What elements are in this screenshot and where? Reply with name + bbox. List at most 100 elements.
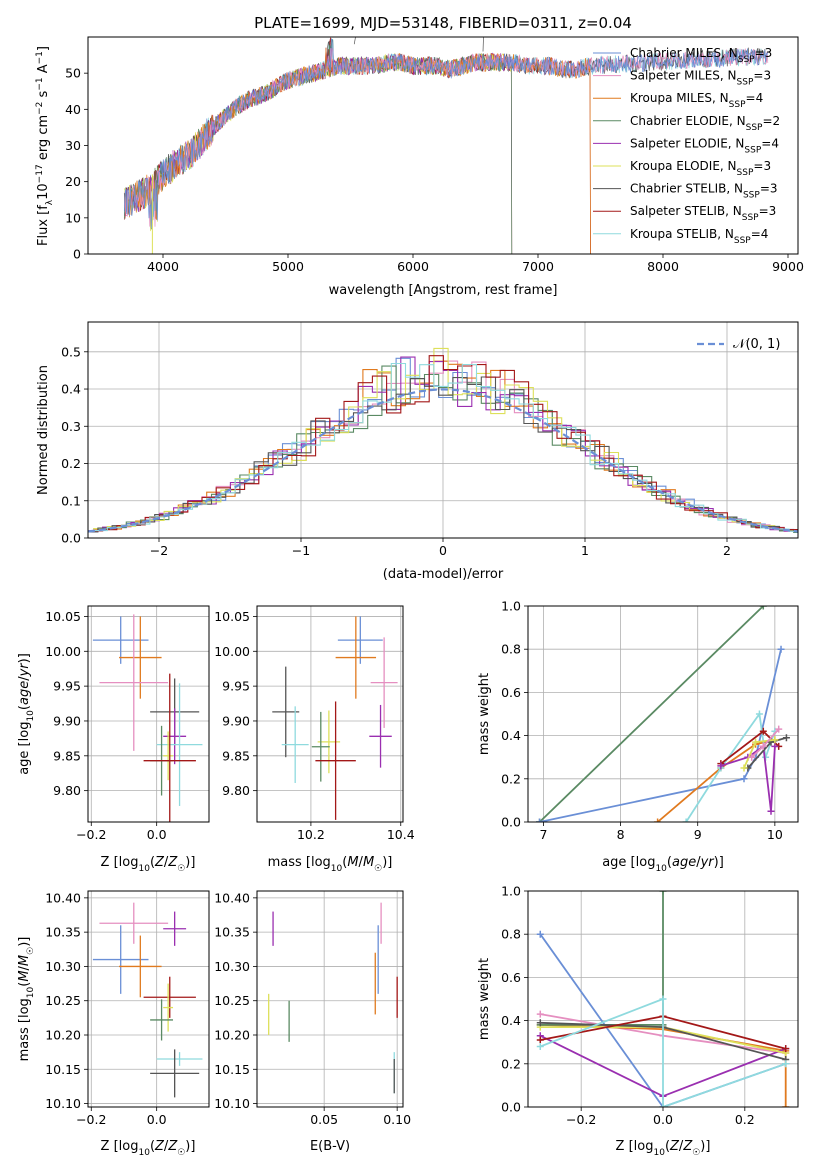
x-tick-label: −0.2	[566, 1112, 596, 1127]
x-tick-label: 0.0	[147, 1112, 167, 1127]
weight-marker	[682, 818, 690, 822]
x-tick-label: 5000	[272, 259, 304, 274]
axes-frame	[87, 321, 799, 539]
x-tick-label: −0.2	[76, 827, 106, 842]
y-tick-label: 40	[65, 102, 81, 117]
legend-label: Chabrier STELIB, NSSP=3	[630, 182, 778, 201]
y-tick-label: 0.0	[501, 815, 521, 830]
weight-marker	[536, 1036, 544, 1044]
y-tick-label: 0.0	[501, 1100, 521, 1115]
y-tick-label: 9.90	[53, 713, 81, 728]
y-tick-label: 10.35	[214, 925, 250, 940]
plot-area-mass_vs_Z	[92, 902, 203, 1098]
plot-area-age_vs_mass	[272, 616, 398, 820]
histogram-kroupa-miles	[93, 360, 798, 531]
plot-area-spectrum	[123, 37, 769, 254]
y-tick-label: 10.15	[214, 1062, 250, 1077]
x-tick-label: 1	[581, 543, 589, 558]
axes-frame	[87, 605, 210, 823]
legend-label: 𝒩(0, 1)	[733, 337, 780, 352]
plot-area-weight_vs_age	[536, 606, 790, 822]
x-tick-label: 10	[767, 827, 783, 842]
y-tick-label: 10	[65, 210, 81, 225]
weight-marker	[536, 1019, 544, 1027]
y-tick-label: 10.05	[45, 609, 81, 624]
weight-marker	[717, 762, 725, 770]
weight-marker	[759, 742, 767, 750]
axes-frame	[527, 605, 799, 823]
x-tick-label: 10.2	[297, 827, 325, 842]
y-axis-label: Normed distribution	[36, 365, 51, 495]
x-axis-label: Z [log10(Z/Z☉)]	[101, 855, 196, 874]
x-tick-label: 9000	[772, 259, 804, 274]
x-axis-label: E(B-V)	[310, 1139, 350, 1154]
weight-marker	[767, 807, 775, 815]
y-tick-label: 10.00	[214, 644, 250, 659]
y-tick-label: 10.20	[45, 1028, 81, 1043]
y-tick-label: 0.4	[501, 1013, 521, 1028]
y-tick-label: 9.80	[222, 783, 250, 798]
y-tick-label: 0.6	[501, 685, 521, 700]
x-tick-label: 0.05	[310, 1112, 338, 1127]
axes-weight_vs_age: 7 8 9 10 0.0 0.2 0.4 0.6 0.8 1.0	[501, 599, 799, 842]
x-axis-label: wavelength [Angstrom, rest frame]	[329, 283, 558, 298]
legend-label: Kroupa ELODIE, NSSP=3	[630, 159, 771, 178]
x-axis-label: Z [log10(Z/Z☉)]	[616, 1139, 711, 1158]
plot-area-weight_vs_Z	[536, 891, 790, 1107]
y-tick-label: 0.3	[61, 419, 81, 434]
y-tick-label: 0.4	[61, 382, 81, 397]
axes-mass_vs_ebv: 0.05 0.10 10.10 10.15 10.20 10.25 10.30 10.35 10…	[214, 890, 411, 1127]
weight-marker	[771, 736, 779, 744]
x-tick-label: 0	[439, 543, 447, 558]
x-tick-label: 6000	[397, 259, 429, 274]
y-axis-label: mass weight	[477, 673, 492, 755]
y-tick-label: 0.2	[501, 771, 521, 786]
weight-marker	[777, 645, 785, 653]
weight-marker	[752, 738, 760, 746]
axes-frame	[87, 890, 210, 1108]
x-tick-label: 8000	[647, 259, 679, 274]
x-tick-label: 9	[694, 827, 702, 842]
legend-label: Chabrier MILES, NSSP=3	[630, 46, 772, 65]
axes-spectrum: 4000 5000 6000 7000 8000 9000 0 10 20 30 40 50	[65, 36, 804, 274]
y-tick-label: 10.35	[45, 925, 81, 940]
y-tick-label: 10.30	[45, 959, 81, 974]
y-tick-label: 9.80	[53, 783, 81, 798]
weight-marker	[755, 710, 763, 718]
y-tick-label: 30	[65, 138, 81, 153]
x-axis-label: mass [log10(M/M☉)]	[268, 855, 393, 874]
legend-label: Salpeter MILES, NSSP=3	[630, 69, 771, 88]
x-tick-label: −2	[150, 543, 168, 558]
histogram-salpeter-elodie	[88, 356, 798, 534]
y-tick-label: 10.00	[45, 644, 81, 659]
plot-area-age_vs_Z	[92, 614, 203, 822]
x-axis-label: (data-model)/error	[383, 567, 504, 582]
y-tick-label: 9.95	[222, 679, 250, 694]
x-tick-label: 7	[539, 827, 547, 842]
weight-marker	[654, 818, 662, 822]
y-tick-label: 10.40	[45, 890, 81, 905]
weight-marker	[782, 1060, 790, 1068]
y-tick-label: 10.25	[45, 993, 81, 1008]
y-tick-label: 10.25	[214, 993, 250, 1008]
plot-area-residuals	[88, 347, 798, 534]
weight-marker	[748, 753, 756, 761]
y-tick-label: 1.0	[501, 884, 521, 899]
weight-marker	[536, 1043, 544, 1051]
axes-frame	[256, 890, 404, 1108]
x-axis-label: age [log10(age/yr)]	[602, 855, 724, 874]
y-tick-label: 0.2	[61, 456, 81, 471]
y-tick-label: 0.5	[61, 344, 81, 359]
spectrum-legend: Chabrier MILES, NSSP=3 Salpeter MILES, NS…	[593, 46, 780, 246]
axes-age_vs_mass: 10.2 10.4 9.80 9.85 9.90 9.95 10.00 10.05	[214, 605, 415, 842]
y-tick-label: 10.10	[214, 1096, 250, 1111]
x-tick-label: 10.4	[387, 827, 415, 842]
x-tick-label: 7000	[522, 259, 554, 274]
y-tick-label: 9.95	[53, 679, 81, 694]
axes-weight_vs_Z: −0.2 0.0 0.2 0.0 0.2 0.4 0.6 0.8 1.0	[501, 884, 799, 1127]
y-tick-label: 1.0	[501, 599, 521, 614]
y-tick-label: 0.2	[501, 1056, 521, 1071]
x-tick-label: 4000	[147, 259, 179, 274]
chart-title: PLATE=1699, MJD=53148, FIBERID=0311, z=0…	[254, 14, 632, 32]
weight-marker	[759, 727, 767, 735]
